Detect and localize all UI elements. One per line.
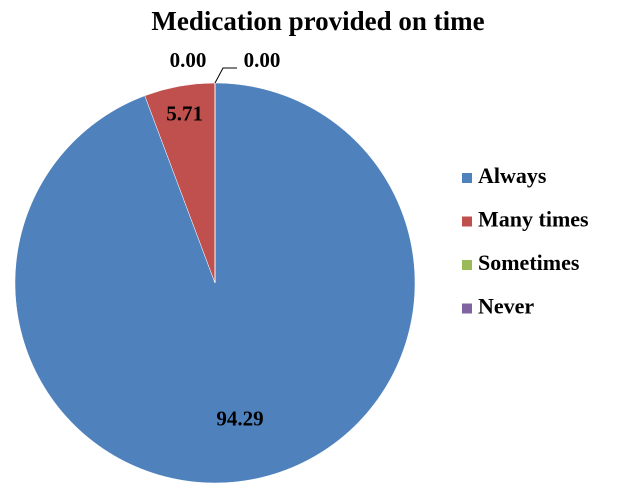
legend-swatch [462,303,472,314]
legend-label: Never [478,294,534,319]
data-label: 5.71 [166,102,203,126]
data-label: 94.29 [216,407,263,431]
chart-title: Medication provided on time [151,6,484,36]
data-label: 0.00 [244,48,281,72]
legend-label: Sometimes [478,250,580,275]
leader-line [214,67,237,84]
data-label: 0.00 [170,48,207,72]
legend-swatch [462,173,472,183]
legend-swatch [462,216,472,227]
legend-swatch [462,260,472,270]
legend-label: Always [478,163,547,188]
legend-label: Many times [478,207,589,232]
